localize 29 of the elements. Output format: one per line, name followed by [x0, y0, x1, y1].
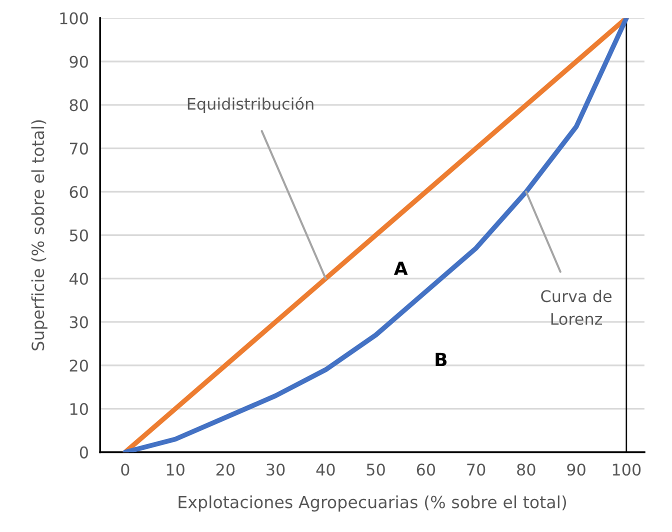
y-tick-label: 10: [70, 403, 88, 416]
y-tick-label: 90: [70, 56, 88, 68]
x-tick-label: 80: [517, 464, 536, 476]
y-tick-label: 100: [60, 12, 88, 24]
x-axis-title: Explotaciones Agropecuarias (% sobre el total): [178, 495, 566, 512]
y-tick-label: 40: [69, 272, 88, 285]
y-tick-label: 80: [70, 99, 88, 112]
annotation: B: [436, 352, 447, 366]
y-tick-label: 30: [70, 316, 88, 328]
annotation: Equidistribución: [188, 96, 314, 113]
x-tick-label: 10: [166, 464, 184, 476]
annotation: Curva de Lorenz: [541, 290, 612, 325]
x-tick-label: 90: [567, 464, 586, 476]
y-tick-label: 20: [70, 360, 88, 372]
x-tick-label: 30: [266, 464, 285, 476]
line-series: [122, 18, 629, 452]
y-tick-label: 0: [80, 446, 88, 458]
x-tick-label: 70: [467, 464, 486, 476]
x-tick-label: 60: [416, 464, 436, 476]
y-tick-label: 60: [70, 186, 88, 198]
x-tick-label: 20: [216, 464, 235, 476]
x-tick-label: 0: [121, 464, 130, 476]
annotation: A: [394, 262, 408, 275]
x-tick-label: 100: [612, 464, 641, 476]
y-axis-title: Superficie (% sobre el total): [31, 120, 48, 350]
y-tick-label: 50: [70, 229, 88, 242]
x-tick-label: 50: [366, 464, 385, 476]
y-tick-label: 70: [70, 142, 88, 155]
x-tick-label: 40: [316, 464, 335, 476]
